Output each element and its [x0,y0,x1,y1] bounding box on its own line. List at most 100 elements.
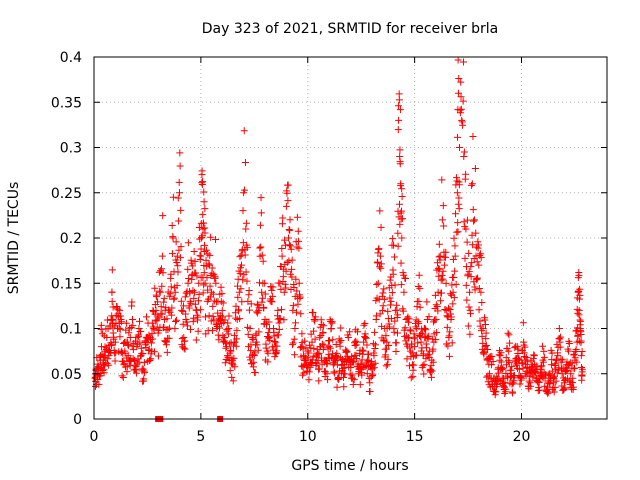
data-point [465,268,473,276]
data-point [443,312,451,320]
data-point [413,298,421,306]
data-point [522,354,530,362]
data-point [540,347,548,355]
data-point [439,267,447,275]
data-point [573,358,581,366]
data-point [454,219,462,227]
data-point [320,322,328,330]
data-point [270,338,278,346]
data-point [181,345,189,353]
data-point [235,306,243,314]
data-point [293,213,301,221]
data-point [132,369,140,377]
data-point [438,176,446,184]
data-point [109,303,117,311]
data-point [315,365,323,373]
data-point [556,343,564,351]
data-point [412,323,420,331]
data-point [222,344,230,352]
data-point [536,386,544,394]
data-point [386,294,394,302]
data-point [388,289,396,297]
data-point [555,334,563,342]
data-point [403,355,411,363]
data-point [407,374,415,382]
data-point [234,275,242,283]
data-point [480,347,488,355]
data-point [448,339,456,347]
data-point [360,321,368,329]
data-point [481,316,489,324]
data-point [174,262,182,270]
data-point [279,214,287,222]
data-point [199,289,207,297]
data-point [351,337,359,345]
data-point [396,200,404,208]
x-tick-label: 15 [406,429,424,445]
data-point [577,337,585,345]
data-point [571,364,579,372]
data-point [337,336,345,344]
data-point [415,271,423,279]
data-point [125,329,133,337]
data-point [190,314,198,322]
data-point [472,229,480,237]
data-point [408,349,416,357]
data-point [419,362,427,370]
data-point [427,373,435,381]
data-point [185,274,193,282]
data-point [429,358,437,366]
data-point [488,352,496,360]
data-point [183,322,191,330]
data-point [509,389,517,397]
data-point [354,328,362,336]
data-point [158,310,166,318]
data-point [575,271,583,279]
data-point [127,323,135,331]
data-point [398,185,406,193]
data-point [194,313,202,321]
y-tick-label: 0 [73,412,82,428]
x-tick-label: 0 [90,429,99,445]
data-point [358,356,366,364]
data-point [391,317,399,325]
data-point [400,288,408,296]
data-point [441,261,449,269]
data-point [184,239,192,247]
data-point [503,344,511,352]
data-point [504,357,512,365]
y-axis-label: SRMTID / TECUs [6,182,22,295]
data-point [140,375,148,383]
data-point [171,288,179,296]
data-point [95,380,103,388]
data-point [300,357,308,365]
data-point [275,319,283,327]
data-point [465,249,473,257]
data-point [245,306,253,314]
data-point [565,360,573,368]
data-point [261,290,269,298]
data-point [457,93,465,101]
data-point [392,347,400,355]
data-point [538,373,546,381]
data-point [177,243,185,251]
data-point [202,246,210,254]
data-point [150,348,158,356]
data-point [290,335,298,343]
x-tick-label: 5 [196,429,205,445]
data-point [119,374,127,382]
data-point [173,282,181,290]
data-point [440,222,448,230]
data-point [218,290,226,298]
data-point [463,296,471,304]
data-point [200,198,208,206]
data-point [116,333,124,341]
data-point [333,349,341,357]
data-point [162,341,170,349]
y-tick-label: 0.35 [51,95,82,111]
data-point [358,371,366,379]
data-point [129,346,137,354]
data-point [163,348,171,356]
data-point [539,358,547,366]
data-point [295,244,303,252]
